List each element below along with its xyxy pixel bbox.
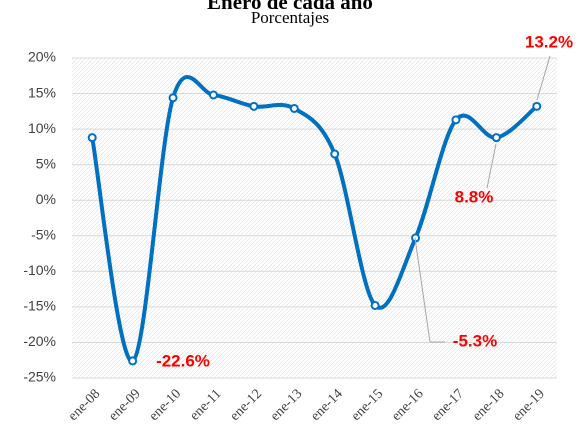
y-tick-label: 10% <box>28 120 56 136</box>
y-tick-label: 20% <box>28 49 56 65</box>
x-tick-label: ene-17 <box>430 386 468 424</box>
x-tick-label: ene-09 <box>106 386 144 424</box>
marker <box>330 149 340 159</box>
x-tick-label: ene-10 <box>147 386 185 424</box>
chart-subtitle: Porcentajes <box>251 8 329 27</box>
line <box>90 75 539 363</box>
y-tick-label: 0% <box>36 191 56 207</box>
marker <box>208 90 218 100</box>
leader-line <box>414 237 445 343</box>
y-tick-label: -15% <box>23 298 56 314</box>
marker <box>249 101 259 111</box>
leader-line <box>536 55 551 101</box>
marker <box>370 300 380 310</box>
plot-area <box>72 58 557 378</box>
x-tick-label: ene-16 <box>389 386 427 424</box>
marker <box>451 115 461 125</box>
y-tick-label: 15% <box>28 84 56 100</box>
x-tick-label: ene-14 <box>308 386 346 424</box>
data-label: 8.8% <box>455 187 494 206</box>
marker <box>532 101 542 111</box>
x-tick-label: ene-13 <box>268 386 306 424</box>
marker <box>491 133 501 143</box>
x-tick-label: ene-18 <box>470 386 508 424</box>
y-tick-label: -25% <box>23 369 56 385</box>
y-tick-label: -20% <box>23 333 56 349</box>
y-tick-label: -10% <box>23 262 56 278</box>
data-label: -22.6% <box>156 351 210 370</box>
x-tick-label: ene-15 <box>349 386 387 424</box>
marker <box>128 356 138 366</box>
x-tick-label: ene-08 <box>66 386 104 424</box>
marker <box>168 93 178 103</box>
x-tick-label: ene-19 <box>510 386 548 424</box>
y-tick-label: -5% <box>31 226 56 242</box>
marker <box>87 133 97 143</box>
leader-line <box>486 143 497 189</box>
chart-title: Enero de cada año <box>207 0 373 14</box>
x-tick-label: ene-12 <box>227 386 265 424</box>
marker <box>289 103 299 113</box>
data-label: -5.3% <box>453 331 497 350</box>
y-tick-label: 5% <box>36 155 56 171</box>
data-label: 13.2% <box>525 32 573 51</box>
x-tick-label: ene-11 <box>187 386 224 423</box>
